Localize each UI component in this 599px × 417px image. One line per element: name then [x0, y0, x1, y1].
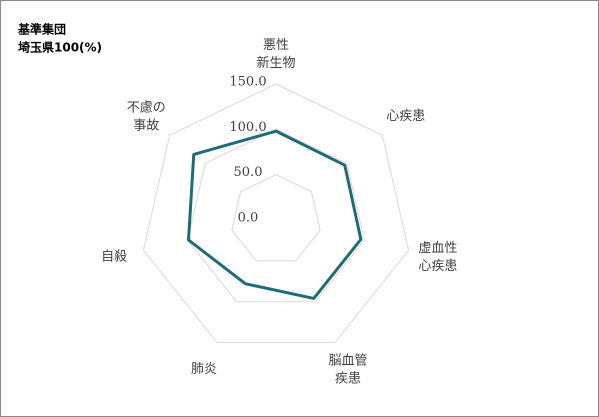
chart-title: 埼玉県100(%): [18, 40, 102, 55]
grid-ring: [231, 174, 321, 262]
series-line: [186, 129, 363, 300]
category-label: 自殺: [101, 249, 127, 264]
r-tick-label: 150.0: [229, 75, 266, 90]
category-label: 不慮の事故: [127, 100, 166, 133]
category-label: 虚血性心疾患: [418, 240, 457, 273]
r-tick-label: 100.0: [229, 120, 266, 135]
category-label: 悪性新生物: [256, 38, 295, 71]
grid-ring: [187, 128, 365, 303]
r-tick-label: 50.0: [234, 165, 263, 180]
r-tick-label: 0.0: [238, 211, 259, 226]
category-label: 心疾患: [386, 109, 425, 124]
grid-ring: [142, 83, 410, 344]
category-label: 脳血管疾患: [329, 353, 368, 386]
category-label: 肺炎: [191, 362, 217, 377]
chart-title: 基準集団: [17, 22, 66, 37]
